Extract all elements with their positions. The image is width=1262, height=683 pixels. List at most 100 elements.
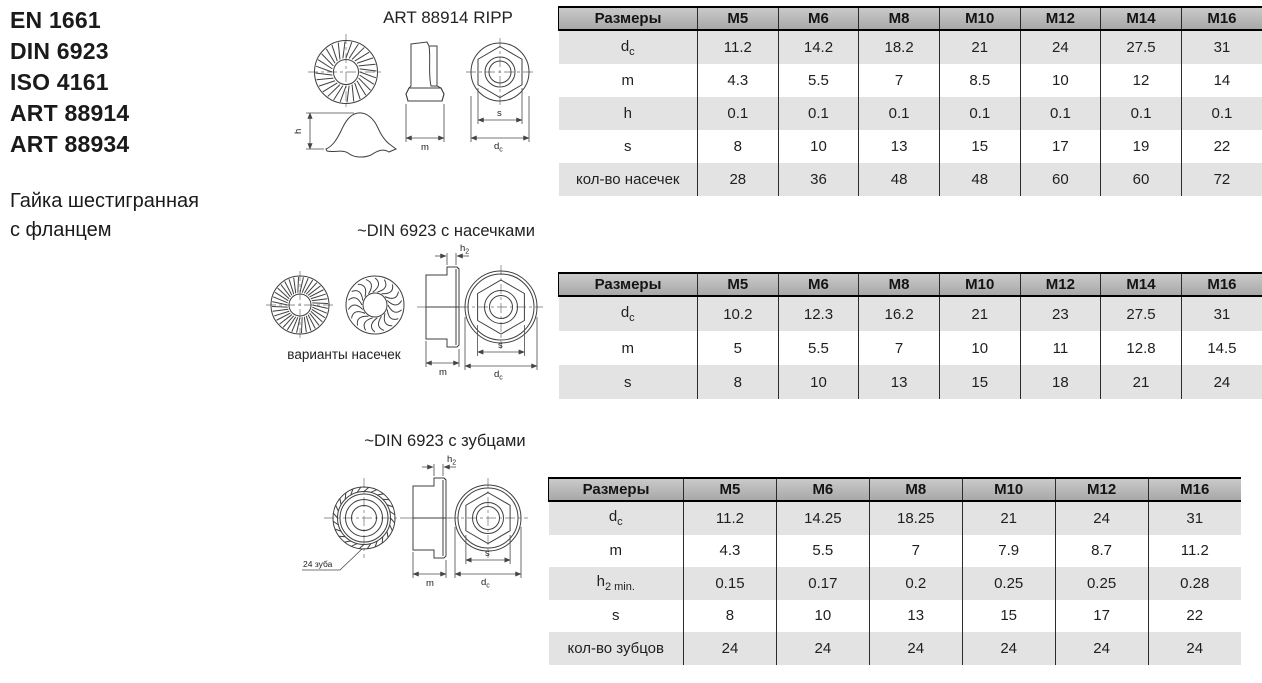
value-cell: 15 [938,365,1021,399]
value-cell: 0.1 [858,97,940,130]
value-cell: 21 [938,30,1021,64]
column-header-M12: M12 [1019,6,1101,31]
value-cell: 4.3 [683,534,777,567]
drawing-title-ripp: ART 88914 RIPP [383,8,513,27]
value-cell: 12.8 [1100,331,1182,365]
column-header-M14: M14 [1100,272,1182,297]
serration-variant-straight [266,271,334,339]
dim-label-h: h [293,129,304,134]
row-label: кол-во зубцов [548,632,684,665]
value-cell: 11.2 [683,501,777,535]
drawing-title-toothed: ~DIN 6923 с зубцами [364,432,526,450]
value-cell: 11.2 [697,30,779,64]
value-cell: 21 [1100,365,1182,399]
value-cell: 0.1 [1100,97,1182,130]
dim-label-m: m [421,142,429,153]
value-cell: 15 [961,599,1056,632]
flange-nut-face-view: s dc [448,478,528,590]
value-cell: 24 [1054,501,1149,535]
technical-drawing-toothed: 24 зуба h2 m s dc [302,454,528,590]
value-cell: 18.2 [858,30,940,64]
column-header-M5: M5 [697,6,779,31]
standard-item: ART 88914 [10,100,130,126]
row-label: s [558,365,698,399]
value-cell: 0.25 [1054,567,1149,600]
value-cell: 7.9 [961,534,1056,567]
value-cell: 24 [868,632,963,665]
value-cell: 17 [1019,130,1101,163]
standard-item: ISO 4161 [10,69,109,95]
column-header-M16: M16 [1180,272,1262,297]
value-cell: 27.5 [1100,30,1182,64]
flange-nut-side-view: h2 m [404,454,456,589]
dim-label-h2: h2 [460,243,469,256]
value-cell: 5.5 [777,331,859,365]
value-cell: 0.2 [868,567,963,600]
value-cell: 28 [697,163,779,196]
table-row: m 4.3 5.5 7 8.5 10 12 14 [559,64,1262,97]
dimensions-table-serrated: Размеры M5 M6 M8 M10 M12 M14 M16 dc 10.2 12.3 16.2 2… [558,272,1262,399]
row-label: m [621,72,635,89]
serrated-washer-face-view [308,34,384,110]
value-cell: 24 [1147,632,1241,665]
standard-item: EN 1661 [10,7,101,33]
value-cell: 10 [777,130,859,163]
value-cell: 24 [683,632,777,665]
value-cell: 10 [1019,64,1101,97]
value-cell: 8 [697,365,779,399]
value-cell: 5.5 [777,64,859,97]
dim-label-m: m [439,367,447,378]
table-row: dc 11.2 14.25 18.25 21 24 31 [548,501,1241,535]
table-row: кол-во насечек 28 36 48 48 60 60 72 [558,163,1262,196]
serration-teeth [315,41,377,103]
dim-label-s: s [498,340,503,351]
column-header-M10: M10 [938,6,1021,31]
value-cell: 0.1 [697,97,779,130]
table-row: dc 10.2 12.3 16.2 21 23 27.5 31 [558,296,1262,331]
column-header-M12: M12 [1054,477,1149,502]
value-cell: 22 [1180,130,1262,163]
row-label: m [609,542,623,560]
value-cell: 13 [868,599,963,632]
value-cell: 11 [1019,331,1101,365]
dim-label-s: s [497,108,502,119]
value-cell: 12.3 [777,296,859,331]
serration-variants-caption: варианты насечек [287,347,401,362]
tooth-count-callout: 24 зуба [303,559,333,569]
value-cell: 24 [1054,632,1149,665]
table-row: h2 min. 0.15 0.17 0.2 0.25 0.25 0.28 [548,567,1241,600]
value-cell: 72 [1180,163,1262,196]
value-cell: 18.25 [868,501,963,535]
value-cell: 31 [1180,296,1262,331]
column-header-M8: M8 [858,6,940,31]
value-cell: 13 [858,130,940,163]
value-cell: 0.15 [683,567,777,600]
value-cell: 10.2 [697,296,779,331]
row-label: h [558,97,698,130]
row-label: кол-во насечек [558,163,698,196]
dim-label-dc: dc [481,577,490,590]
column-header-M8: M8 [868,477,963,502]
dimensions-table-ripp: Размеры M5 M6 M8 M10 M12 M14 M16 dc 11.2 14.2 18.2 2… [558,6,1262,196]
row-label: dc [548,501,684,535]
flange-nut-face-view: s dc [459,265,543,382]
serration-curved-teeth [347,277,403,333]
value-cell: 5 [697,331,779,365]
value-cell: 23 [1019,296,1101,331]
table-row: s 8 10 13 15 18 21 24 [558,365,1262,399]
value-cell: 48 [938,163,1021,196]
tooth-band [332,486,396,550]
value-cell: 22 [1147,599,1241,632]
row-label: m [621,339,635,357]
flange-nut-side-view: h2 m [417,243,469,378]
table-header-row: Размеры M5 M6 M8 M10 M12 M14 M16 [558,272,1262,297]
value-cell: 14.5 [1180,331,1262,365]
table-header-label: Размеры [558,272,698,297]
row-label: h2 min. [548,567,684,600]
serration-profile-section: h [293,112,397,158]
dim-label-dc: dc [494,141,503,154]
value-cell: 0.1 [1180,97,1262,130]
value-cell: 17 [1054,599,1149,632]
column-header-M16: M16 [1147,477,1241,502]
